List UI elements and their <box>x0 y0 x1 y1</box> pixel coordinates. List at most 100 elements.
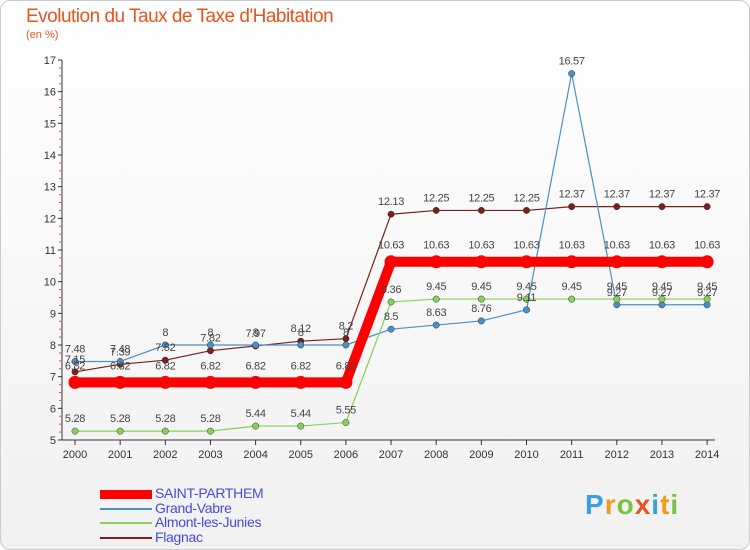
data-label: 12.37 <box>604 189 630 201</box>
logo-letter: x <box>634 489 652 520</box>
y-tick-label: 8 <box>50 340 56 352</box>
x-tick-label: 2003 <box>198 449 222 461</box>
data-label: 9.45 <box>607 281 627 293</box>
logo-letter: i <box>670 489 680 520</box>
legend-label: Grand-Vabre <box>155 499 232 516</box>
logo-letter: P <box>585 489 605 520</box>
logo-letter: t <box>660 489 671 520</box>
data-point <box>655 255 669 269</box>
data-label: 5.28 <box>110 413 130 425</box>
data-label: 10.63 <box>694 240 720 252</box>
data-label: 5.28 <box>65 413 85 425</box>
x-tick-label: 2000 <box>63 449 87 461</box>
data-label: 10.63 <box>649 240 675 252</box>
data-label: 5.28 <box>200 413 220 425</box>
data-point <box>207 341 214 349</box>
data-point <box>387 298 395 306</box>
y-tick-label: 13 <box>44 182 56 194</box>
x-tick-label: 2009 <box>469 449 493 461</box>
data-label: 8.63 <box>426 307 446 319</box>
legend-swatch <box>100 489 152 499</box>
y-tick-label: 6 <box>50 403 56 415</box>
data-point <box>384 255 398 269</box>
data-point <box>387 210 395 218</box>
data-point <box>429 255 443 269</box>
data-point <box>477 295 485 303</box>
logo-letter: i <box>651 489 661 520</box>
data-label: 6.82 <box>155 360 175 372</box>
data-label: 12.37 <box>694 189 720 201</box>
data-label: 12.25 <box>423 192 449 204</box>
data-label: 12.37 <box>649 189 675 201</box>
data-label: 9.27 <box>607 287 627 299</box>
data-point <box>68 375 82 389</box>
x-tick-label: 2002 <box>153 449 177 461</box>
data-label: 6.82 <box>245 360 265 372</box>
data-label: 5.55 <box>336 405 356 417</box>
data-point <box>568 295 576 303</box>
y-tick-label: 10 <box>44 277 56 289</box>
data-label: 5.44 <box>291 408 311 420</box>
data-label: 7.82 <box>200 333 220 345</box>
data-label: 12.37 <box>559 189 585 201</box>
legend-item: Flagnac <box>100 529 360 545</box>
data-point <box>523 295 530 303</box>
x-tick-label: 2006 <box>334 449 358 461</box>
data-point <box>161 356 169 364</box>
data-label: 7.97 <box>245 328 265 340</box>
data-label: 6.82 <box>200 360 220 372</box>
data-label: 6.82 <box>291 360 311 372</box>
data-label: 8.5 <box>384 311 399 323</box>
data-point <box>477 206 485 214</box>
data-point <box>610 255 624 269</box>
data-label: 10.63 <box>378 240 404 252</box>
data-label: 5.44 <box>245 408 265 420</box>
data-label: 8.2 <box>339 321 354 333</box>
data-point <box>158 375 172 389</box>
data-point <box>161 341 169 349</box>
data-label: 7.48 <box>110 343 130 355</box>
data-label: 10.63 <box>604 240 630 252</box>
y-tick-label: 14 <box>44 150 56 162</box>
data-label: 12.25 <box>468 192 494 204</box>
data-label: 9.45 <box>562 281 582 293</box>
legend-item: Grand-Vabre <box>100 499 360 516</box>
data-point <box>703 295 711 303</box>
data-point <box>613 301 621 309</box>
y-tick-label: 12 <box>44 213 56 225</box>
data-label: 6.82 <box>110 360 130 372</box>
data-point <box>474 255 488 269</box>
legend-swatch <box>100 522 152 524</box>
data-label: 7.52 <box>155 342 175 354</box>
x-tick-label: 2011 <box>560 449 584 461</box>
data-point <box>161 427 169 435</box>
data-point <box>252 341 260 349</box>
data-point <box>116 358 124 365</box>
data-label: 6.82 <box>65 360 85 372</box>
data-label: 9.45 <box>516 281 536 293</box>
data-label: 6.82 <box>336 360 356 372</box>
data-point <box>520 255 533 269</box>
data-point <box>613 295 621 303</box>
data-point <box>342 341 350 349</box>
chart-title: Evolution du Taux de Taxe d'Habitation <box>26 6 334 27</box>
data-point <box>658 301 666 309</box>
legend-label: SAINT-PARTHEM <box>155 485 264 501</box>
data-point <box>116 427 124 435</box>
y-tick-label: 5 <box>50 435 56 447</box>
data-label: 8.12 <box>291 323 311 335</box>
data-label: 10.63 <box>559 240 585 252</box>
y-tick-label: 9 <box>50 308 56 320</box>
data-label: 9.45 <box>652 281 672 293</box>
data-label: 9.45 <box>426 281 446 293</box>
data-label: 7.48 <box>65 343 85 355</box>
data-point <box>71 427 79 435</box>
data-point <box>249 375 263 389</box>
x-tick-label: 2013 <box>650 449 674 461</box>
data-point <box>477 317 485 325</box>
y-axis-unit-label: (en %) <box>26 29 59 41</box>
y-tick-label: 7 <box>50 372 56 384</box>
data-point <box>658 295 666 303</box>
